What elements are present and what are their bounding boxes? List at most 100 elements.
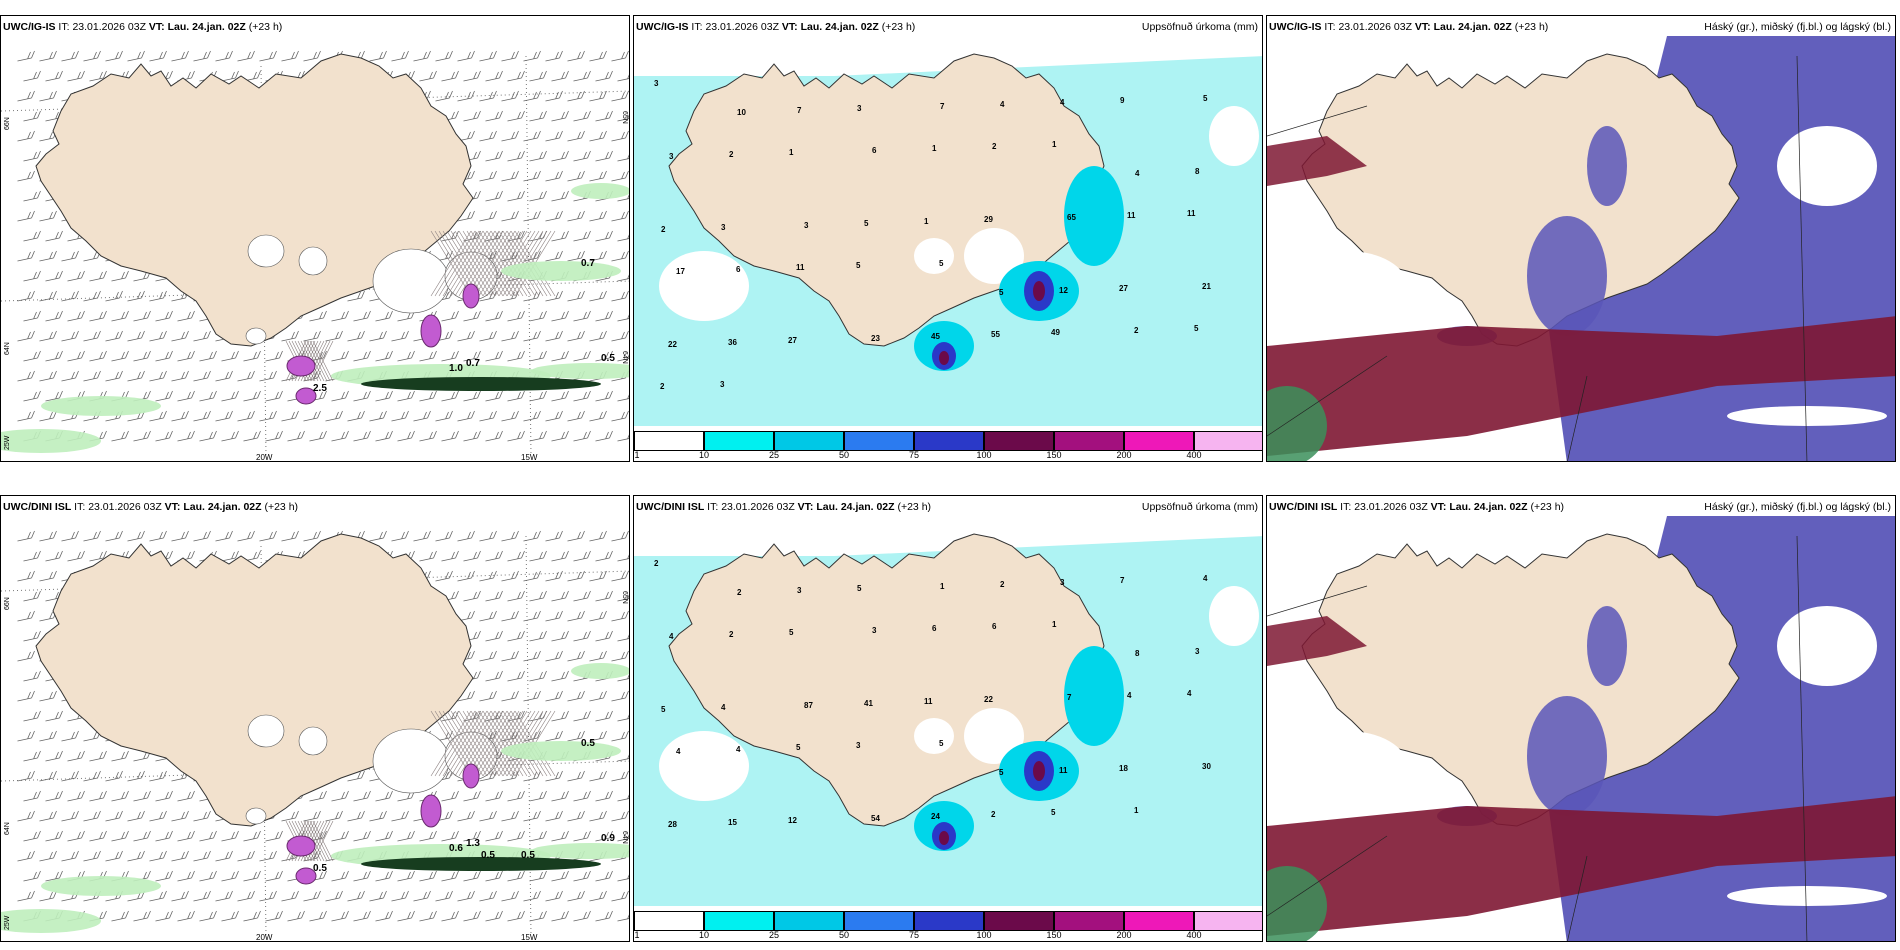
- wind-barb: [617, 354, 629, 362]
- wind-barb: [89, 830, 107, 842]
- wind-barb: [595, 550, 613, 562]
- wind-barb: [441, 870, 459, 882]
- wind-barb: [529, 670, 547, 682]
- wind-barb: [193, 370, 211, 382]
- wind-barb: [17, 850, 35, 862]
- precip-value: 3: [797, 586, 802, 595]
- hatch-line: [446, 710, 488, 777]
- wind-barb: [39, 330, 57, 342]
- wind-barb: [149, 810, 167, 822]
- wind-barb: [589, 730, 607, 742]
- wind-barb: [347, 410, 365, 422]
- precip-value: 11: [1127, 211, 1136, 220]
- wind-barb: [617, 554, 629, 562]
- precip-value: 5: [999, 288, 1004, 297]
- wind-barb: [595, 70, 613, 82]
- wind-barb: [501, 50, 519, 62]
- wind-barb: [397, 390, 415, 402]
- wind-barb: [419, 430, 437, 442]
- wind-barb: [551, 230, 569, 242]
- colorbar-segment: [634, 431, 704, 451]
- wind-barb: [391, 810, 409, 822]
- wind-barb: [39, 290, 57, 302]
- wind-barb: [507, 790, 525, 802]
- wind-barb: [45, 710, 63, 722]
- wind-barb: [573, 150, 591, 162]
- wind-barb: [573, 110, 591, 122]
- precip-value: 1: [940, 582, 945, 591]
- wind-barb: [595, 110, 613, 122]
- wind-barb: [567, 130, 585, 142]
- colorbar-label: 10: [698, 450, 710, 460]
- wind-barb: [347, 890, 365, 902]
- glacier: [372, 248, 450, 314]
- wind-barb: [215, 850, 233, 862]
- wind-barb: [265, 910, 283, 922]
- wind-barb: [507, 390, 525, 402]
- wind-barb: [67, 790, 85, 802]
- wind-barb: [567, 730, 585, 742]
- wind-barb: [39, 730, 57, 742]
- wind-barb: [325, 330, 343, 342]
- wind-panel-bottom: UWC/DINI ISL IT: 23.01.2026 03Z VT: Lau.…: [0, 495, 630, 942]
- colorbar-segment: [704, 431, 774, 451]
- wind-barb: [611, 290, 629, 302]
- contour-value: 0.7: [581, 258, 595, 269]
- wind-barb: [149, 410, 167, 422]
- hatch-line: [454, 230, 496, 297]
- wind-barb: [23, 830, 41, 842]
- precip-value: 17: [676, 267, 685, 276]
- colorbar-label: 400: [1186, 450, 1202, 460]
- wind-barb: [617, 874, 629, 882]
- wind-barb: [325, 810, 343, 822]
- wind-barb: [39, 570, 57, 582]
- wind-barb: [589, 890, 607, 902]
- wind-barb: [23, 390, 41, 402]
- wind-barb: [485, 430, 503, 442]
- wind-barb: [281, 410, 299, 422]
- precip-value: 30: [1202, 762, 1211, 771]
- precip-band: [531, 363, 629, 379]
- wind-barb: [589, 130, 607, 142]
- wind-barb: [441, 310, 459, 322]
- wind-barb: [501, 570, 519, 582]
- wind-barb: [573, 710, 591, 722]
- precip-value: 41: [864, 699, 873, 708]
- precip-value: 5: [999, 768, 1004, 777]
- wind-barb: [573, 790, 591, 802]
- wind-barb: [89, 750, 107, 762]
- precip-value: 2: [737, 588, 742, 597]
- glacier: [247, 234, 285, 268]
- wind-barb: [545, 130, 563, 142]
- wind-barb: [67, 310, 85, 322]
- wind-barb: [375, 830, 393, 842]
- wind-barb: [45, 230, 63, 242]
- clear-area: [1777, 126, 1877, 206]
- precip-value: 4: [1187, 689, 1192, 698]
- precip-value: 7: [797, 106, 802, 115]
- precip-value: 24: [931, 812, 940, 821]
- wind-barb: [61, 530, 79, 542]
- wind-barb: [551, 310, 569, 322]
- wind-barb: [501, 290, 519, 302]
- wind-barb: [463, 350, 481, 362]
- wind-barb: [611, 770, 629, 782]
- colorbar-label: 50: [838, 930, 850, 940]
- glacier: [245, 807, 267, 825]
- wind-barb: [133, 910, 151, 922]
- wind-barb: [23, 70, 41, 82]
- colorbar-label: 150: [1046, 930, 1062, 940]
- colorbar-labels: 1 10 25 50 75 100 150 200 400: [634, 930, 1262, 941]
- wind-barb: [67, 550, 85, 562]
- dry-area: [659, 251, 749, 321]
- wind-barb: [127, 330, 145, 342]
- wind-barb: [149, 370, 167, 382]
- wind-barb: [39, 410, 57, 422]
- panel-header: UWC/IG-IS IT: 23.01.2026 03Z VT: Lau. 24…: [1269, 21, 1549, 33]
- wind-barb: [89, 310, 107, 322]
- wind-barb: [375, 910, 393, 922]
- wind-barb: [353, 790, 371, 802]
- wind-barb: [523, 570, 541, 582]
- wind-barb: [325, 410, 343, 422]
- wind-barb: [61, 250, 79, 262]
